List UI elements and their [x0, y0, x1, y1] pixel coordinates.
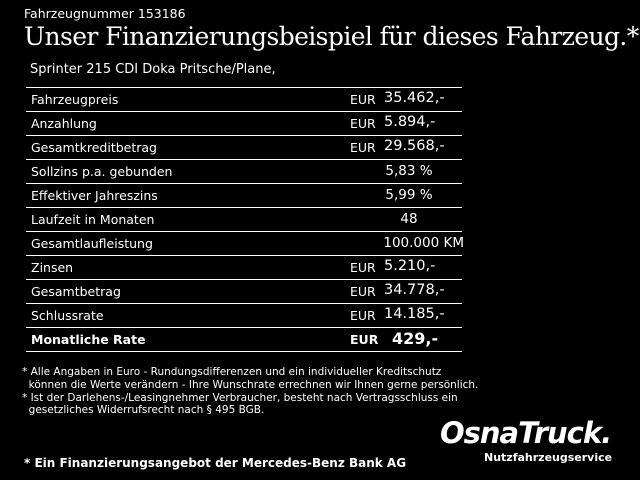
row-value: 48: [400, 211, 418, 227]
monthly-rate-row: Monatliche Rate EUR 429,-: [26, 328, 462, 352]
table-row: Effektiver Jahreszins 5,99 %: [26, 184, 462, 208]
footnote-line: gesetzliches Widerrufsrecht nach § 495 B…: [22, 404, 265, 417]
table-row: Gesamtbetrag EUR 34.778,-: [26, 280, 462, 304]
footnotes: * Alle Angaben in Euro - Rundungsdiffere…: [22, 366, 478, 417]
row-label: Laufzeit in Monaten: [31, 212, 155, 227]
row-value: 5.894,-: [384, 114, 436, 130]
row-label: Gesamtkreditbetrag: [31, 140, 157, 155]
logo-wordmark: OsnaTruck.: [440, 416, 612, 450]
row-label: Zinsen: [31, 260, 74, 275]
row-currency: EUR: [350, 140, 376, 155]
table-row: Laufzeit in Monaten 48: [26, 208, 462, 232]
row-value: 14.185,-: [384, 306, 445, 322]
row-label: Schlussrate: [31, 308, 104, 323]
vehicle-number: Fahrzeugnummer 153186: [24, 6, 186, 21]
row-label: Fahrzeugpreis: [31, 92, 119, 107]
table-row: Fahrzeugpreis EUR 35.462,-: [26, 88, 462, 112]
osnatruck-logo: OsnaTruck. Nutzfahrzeugservice: [440, 418, 620, 464]
footnote-line: können die Werte verändern - Ihre Wunsch…: [22, 378, 479, 391]
row-value: 5.210,-: [384, 258, 436, 274]
logo-subtitle: Nutzfahrzeugservice: [484, 451, 613, 464]
table-row: Gesamtkreditbetrag EUR 29.568,-: [26, 136, 462, 160]
monthly-rate-value: 429,-: [392, 329, 439, 348]
footnote-line: * Alle Angaben in Euro - Rundungsdiffere…: [22, 366, 442, 378]
row-value: 100.000 KM: [383, 235, 464, 251]
page-title: Unser Finanzierungsbeispiel für dieses F…: [24, 22, 639, 51]
row-currency: EUR: [350, 92, 376, 107]
vehicle-model: Sprinter 215 CDI Doka Pritsche/Plane,: [30, 62, 276, 77]
row-label: Anzahlung: [31, 116, 97, 131]
row-value: 5,83 %: [385, 163, 433, 179]
bank-note: * Ein Finanzierungsangebot der Mercedes-…: [24, 456, 407, 470]
row-currency: EUR: [350, 260, 376, 275]
table-row: Gesamtlaufleistung 100.000 KM: [26, 232, 464, 256]
row-label: Sollzins p.a. gebunden: [31, 164, 173, 179]
row-currency: EUR: [350, 308, 376, 323]
row-value: 29.568,-: [384, 138, 445, 154]
row-value: 35.462,-: [384, 90, 445, 106]
row-label: Monatliche Rate: [31, 332, 146, 347]
row-label: Effektiver Jahreszins: [31, 188, 158, 203]
financing-table: Fahrzeugpreis EUR 35.462,- Anzahlung EUR…: [26, 87, 464, 352]
row-currency: EUR: [350, 284, 376, 299]
row-value: 5,99 %: [385, 187, 433, 203]
row-label: Gesamtbetrag: [31, 284, 121, 299]
footnote-line: * Ist der Darlehens-/Leasingnehmer Verbr…: [22, 391, 458, 404]
table-row: Anzahlung EUR 5.894,-: [26, 112, 462, 136]
row-value: 34.778,-: [384, 282, 445, 298]
row-label: Gesamtlaufleistung: [31, 236, 153, 251]
row-currency: EUR: [350, 332, 379, 347]
table-row: Zinsen EUR 5.210,-: [26, 256, 462, 280]
row-currency: EUR: [350, 116, 376, 131]
table-row: Sollzins p.a. gebunden 5,83 %: [26, 160, 462, 184]
table-row: Schlussrate EUR 14.185,-: [26, 304, 462, 328]
